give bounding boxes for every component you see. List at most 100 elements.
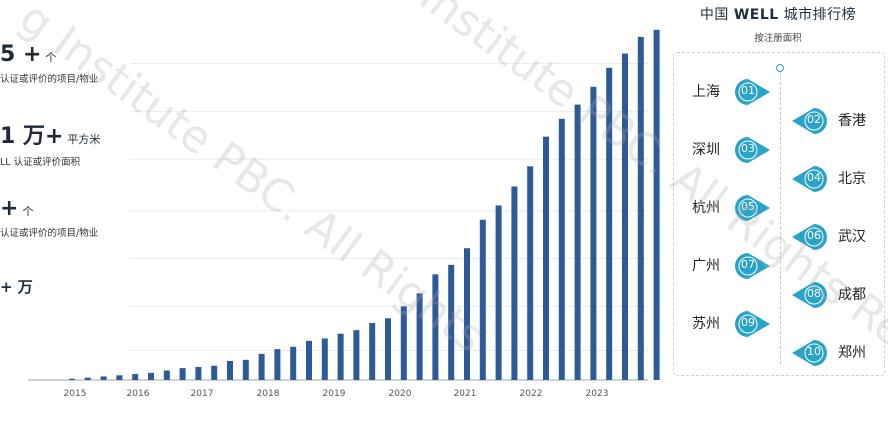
ranking-title-prefix: 中国 (699, 7, 729, 23)
bar (479, 219, 486, 380)
bar (464, 248, 470, 380)
city-ranking-panel: 中国 WELL 城市排行榜 按注册面积 上海 01 香港 02 深圳 03 北京 04 杭州 05… (668, 0, 888, 400)
rank-badge-icon: 01 (734, 78, 772, 106)
bar (369, 323, 376, 380)
x-tick-label: 2019 (323, 389, 346, 399)
bar (211, 365, 218, 380)
bar (227, 361, 233, 380)
bar (590, 86, 597, 380)
rank-number: 04 (807, 171, 821, 184)
x-tick-label: 2018 (257, 389, 280, 399)
stat-unit: 个 (45, 51, 57, 64)
bar (258, 353, 265, 380)
rank-badge-icon: 08 (790, 281, 828, 309)
stats-panel: 5 + 个 认证或评价的项目/物业 1 万+ 平方米 LL 认证或评价面积 + 个 认… (0, 0, 130, 400)
x-tick-label: 2015 (64, 389, 87, 399)
bar (195, 366, 202, 380)
bar (574, 104, 581, 380)
ranking-city-label: 杭州 (692, 200, 720, 216)
ranking-city-label: 北京 (838, 171, 866, 187)
bar (306, 340, 312, 380)
bar-chart: 2015 2016 2017 2018 2019 2020 2021 2022 2023 (28, 29, 660, 399)
ranking-city-label: 苏州 (692, 316, 720, 332)
rank-number: 06 (807, 229, 821, 242)
bar (400, 306, 407, 380)
stat-description: 认证或评价的项目/物业 (0, 228, 99, 239)
ranking-timeline (780, 72, 781, 364)
bar (132, 374, 139, 380)
stat-unit: 平方米 (67, 133, 101, 146)
stat-description: 认证或评价的项目/物业 (0, 74, 99, 85)
bar (242, 359, 249, 380)
x-tick-label: 2023 (586, 389, 609, 399)
bar (637, 36, 644, 381)
rank-number: 10 (807, 345, 821, 358)
ranking-city-label: 郑州 (838, 345, 866, 361)
rank-number: 03 (741, 142, 755, 155)
rank-number: 07 (741, 258, 755, 271)
rank-number: 09 (741, 316, 755, 329)
bar (163, 370, 170, 380)
ranking-city-label: 深圳 (692, 142, 720, 158)
rank-number: 08 (807, 287, 821, 300)
bar (606, 67, 613, 380)
bar (385, 318, 391, 380)
bar (495, 205, 502, 380)
stat-other: + 万 (0, 276, 33, 297)
bar (100, 376, 107, 380)
rank-badge-icon: 04 (790, 165, 828, 193)
rank-number: 01 (741, 84, 755, 97)
bar (353, 330, 360, 380)
ranking-subtitle: 按注册面积 (754, 33, 802, 44)
ranking-title-suffix: 城市排行榜 (783, 7, 857, 23)
stat-area: 1 万+ 平方米 LL 认证或评价面积 (0, 118, 100, 168)
bar (543, 136, 549, 380)
bar (622, 53, 628, 380)
x-tick-label: 2021 (454, 389, 477, 399)
rank-number: 02 (807, 113, 821, 126)
ranking-city-label: 成都 (838, 287, 866, 303)
ranking-city-label: 广州 (692, 258, 720, 274)
rank-badge-icon: 09 (734, 310, 772, 338)
stat-projects-2: + 个 认证或评价的项目/物业 (0, 196, 98, 239)
ranking-city-label: 香港 (838, 113, 866, 129)
rank-badge-icon: 05 (734, 194, 772, 222)
rank-badge-icon: 06 (790, 223, 828, 251)
ranking-city-label: 武汉 (838, 229, 866, 245)
bar (558, 118, 565, 380)
stat-number: 5 + 个 (0, 42, 57, 67)
bar (653, 29, 660, 380)
stat-number: 1 万+ 平方米 (0, 124, 101, 149)
rank-badge-icon: 03 (734, 136, 772, 164)
bar (274, 349, 281, 380)
x-tick-label: 2022 (520, 389, 543, 399)
stat-projects: 5 + 个 认证或评价的项目/物业 (0, 42, 98, 85)
bar (116, 375, 123, 380)
bar (69, 378, 75, 380)
bar (511, 186, 518, 380)
x-tick-label: 2020 (389, 389, 412, 399)
bar (448, 264, 455, 380)
rank-badge-icon: 02 (790, 107, 828, 135)
rank-number: 05 (741, 200, 755, 213)
stat-description: LL 认证或评价面积 (0, 157, 81, 168)
rank-badge-icon: 07 (734, 252, 772, 280)
stat-number: + 个 (0, 196, 34, 221)
bar (432, 274, 439, 380)
ranking-city-label: 上海 (692, 84, 720, 100)
stat-number: + 万 (0, 278, 33, 296)
stat-unit: 个 (22, 205, 34, 218)
bar (416, 293, 423, 380)
x-tick-label: 2016 (127, 389, 150, 399)
rank-badge-icon: 10 (790, 339, 828, 367)
bar (527, 166, 534, 380)
bar (84, 377, 91, 380)
ranking-frame (673, 52, 885, 376)
bar (337, 333, 344, 380)
timeline-pin-icon (776, 64, 784, 72)
ranking-title-brand: WELL (733, 7, 779, 23)
bar (179, 368, 186, 380)
x-tick-label: 2017 (191, 389, 214, 399)
bar (290, 346, 297, 380)
bar (321, 338, 328, 380)
